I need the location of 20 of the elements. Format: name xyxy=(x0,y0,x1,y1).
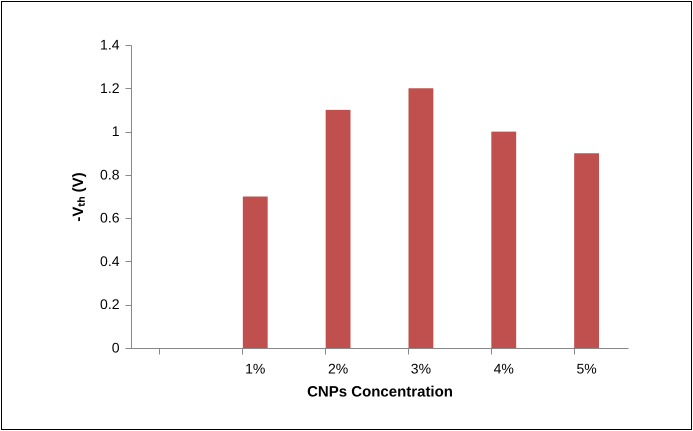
y-tick-label: 1.2 xyxy=(100,80,120,96)
bar xyxy=(574,153,600,348)
y-tick-label: 0.4 xyxy=(100,252,120,269)
bar xyxy=(326,110,351,348)
y-tick-label: 0 xyxy=(112,340,120,356)
x-axis-title: CNPs Concentration xyxy=(307,384,453,400)
bar xyxy=(408,88,434,348)
x-tick-label: 5% xyxy=(576,360,597,376)
x-tick-label: 1% xyxy=(245,360,266,376)
bar xyxy=(491,132,516,348)
y-axis-title: -Vₜₕ (V) xyxy=(70,172,88,222)
x-tick-label: 4% xyxy=(494,360,514,376)
x-tick-label: 3% xyxy=(410,360,432,376)
x-tick-label: 2% xyxy=(328,360,348,376)
bar xyxy=(242,196,268,348)
y-tick-label: 0.2 xyxy=(100,296,120,312)
y-tick-label: 1 xyxy=(112,123,120,140)
y-tick-label: 1.4 xyxy=(100,36,120,52)
y-tick-label: 0.8 xyxy=(100,166,120,182)
y-tick-label: 0.6 xyxy=(100,210,120,226)
